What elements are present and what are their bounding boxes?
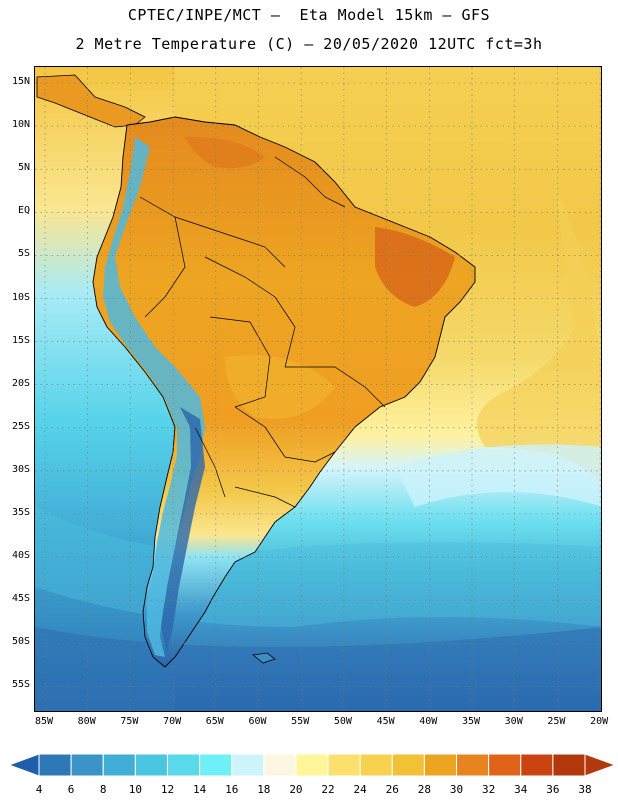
venezuela-warm-spot	[185, 136, 265, 169]
colorbar-arrow-high	[584, 753, 617, 777]
colorbar-swatch	[38, 753, 72, 777]
lon-label: 35W	[461, 716, 481, 727]
lat-label: 25S	[11, 420, 30, 432]
lat-label: 20S	[11, 377, 30, 389]
map-canvas	[35, 67, 601, 711]
colorbar-swatch	[552, 753, 586, 777]
lat-label: 10S	[11, 291, 30, 303]
lon-label: 80W	[77, 716, 96, 727]
colorbar-tick-label: 6	[68, 783, 75, 796]
colorbar-arrow-low	[7, 753, 40, 777]
lat-label: 55S	[11, 679, 30, 691]
colorbar-tick-label: 20	[289, 783, 302, 796]
colorbar-tick-label: 24	[354, 783, 368, 796]
colorbar-swatch	[166, 753, 201, 777]
colorbar-swatch	[423, 753, 458, 777]
colorbar-swatch	[199, 753, 233, 777]
lon-label: 60W	[248, 716, 267, 727]
colorbar-swatch	[456, 753, 490, 777]
colorbar-swatch	[70, 753, 104, 777]
title-line-1: CPTEC/INPE/MCT – Eta Model 15km – GFS	[127, 6, 491, 24]
lon-label: 50W	[333, 716, 352, 727]
lon-label: 20W	[590, 716, 609, 727]
colorbar-tick-label: 4	[36, 783, 43, 796]
atlantic-cool-band	[395, 444, 601, 507]
lon-label: 85W	[34, 716, 54, 727]
colorbar: 4 6 8 10 12 14 16 18 20 22 24 26 28 30 32 34 36 38	[7, 753, 617, 796]
lat-label: 50S	[11, 636, 30, 648]
lon-label: 55W	[291, 716, 310, 727]
lon-label: 75W	[120, 716, 139, 727]
colorbar-swatch	[359, 753, 393, 777]
lat-label: 5S	[17, 248, 30, 260]
colorbar-tick-label: 22	[321, 783, 334, 796]
colorbar-swatch	[488, 753, 522, 777]
country-borders	[139, 156, 386, 508]
colorbar-swatch	[391, 753, 425, 777]
colorbar-tick-label: 8	[100, 783, 107, 796]
northeast-hot-spot	[375, 227, 455, 307]
colorbar-tick-label: 10	[129, 783, 142, 796]
colorbar-swatch	[520, 753, 554, 777]
lon-label: 40W	[419, 716, 438, 727]
lon-label: 65W	[205, 716, 224, 727]
colorbar-tick-label: 36	[546, 783, 559, 796]
colorbar-tick-label: 16	[225, 783, 238, 796]
andes-deep-cold	[161, 407, 205, 652]
atlantic-warm-band	[477, 187, 601, 485]
colorbar-tick-label: 12	[161, 783, 174, 796]
lat-label: 15S	[11, 334, 30, 346]
colorbar-tick-label: 14	[193, 783, 207, 796]
colorbar-tick-label: 28	[418, 783, 431, 796]
colorbar-tick-label: 30	[450, 783, 463, 796]
lat-label: 15N	[11, 76, 30, 87]
colorbar-tick-label: 34	[514, 783, 528, 796]
colorbar-tick-label: 32	[482, 783, 495, 796]
colorbar-tick-label: 38	[578, 783, 591, 796]
lat-label: 10N	[11, 119, 30, 131]
lat-lon-grid	[35, 67, 601, 711]
lat-label: 5N	[17, 162, 30, 174]
lat-label: EQ	[17, 205, 30, 217]
colorbar-swatch	[231, 753, 265, 777]
lon-label: 45W	[376, 716, 395, 727]
lon-label: 25W	[547, 716, 566, 727]
temperature-map	[34, 66, 602, 712]
colorbar-swatch	[134, 753, 168, 777]
lat-label: 45S	[11, 593, 30, 605]
lon-label: 30W	[504, 716, 523, 727]
title-line-2: 2 Metre Temperature (C) – 20/05/2020 12U…	[75, 35, 543, 53]
lat-label: 30S	[11, 463, 30, 475]
lat-label: 35S	[11, 507, 30, 518]
colorbar-swatch	[102, 753, 136, 777]
central-america	[36, 74, 146, 128]
colorbar-tick-label: 18	[257, 783, 270, 796]
lat-label: 40S	[11, 550, 30, 562]
lon-label: 70W	[163, 716, 182, 727]
colorbar-swatch	[263, 753, 297, 777]
colorbar-swatch	[295, 753, 329, 777]
colorbar-swatch	[327, 753, 361, 777]
colorbar-tick-label: 26	[386, 783, 399, 796]
central-warm-zone	[225, 355, 335, 419]
